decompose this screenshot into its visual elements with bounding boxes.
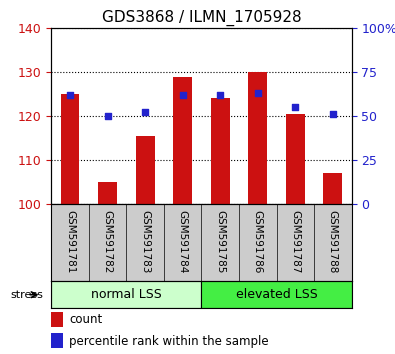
Bar: [173, 76, 192, 204]
Title: GDS3868 / ILMN_1705928: GDS3868 / ILMN_1705928: [102, 9, 301, 25]
Bar: [201, 281, 352, 308]
Bar: [136, 136, 154, 204]
Text: normal LSS: normal LSS: [91, 288, 162, 301]
Point: [104, 113, 111, 119]
Bar: [324, 173, 342, 204]
Bar: [51, 312, 63, 327]
Bar: [248, 72, 267, 204]
Bar: [98, 182, 117, 204]
Text: percentile rank within the sample: percentile rank within the sample: [70, 335, 269, 348]
Text: GSM591785: GSM591785: [215, 210, 225, 273]
Text: elevated LSS: elevated LSS: [236, 288, 317, 301]
Point: [255, 90, 261, 96]
Bar: [211, 98, 229, 204]
Point: [67, 92, 73, 98]
Text: GSM591781: GSM591781: [65, 210, 75, 273]
Bar: [51, 281, 201, 308]
Bar: [51, 333, 63, 348]
Text: GSM591786: GSM591786: [253, 210, 263, 273]
Point: [292, 104, 299, 110]
Text: stress: stress: [11, 290, 43, 300]
Text: GSM591784: GSM591784: [178, 210, 188, 273]
Bar: [286, 114, 305, 204]
Text: GSM591787: GSM591787: [290, 210, 300, 273]
Text: GSM591783: GSM591783: [140, 210, 150, 273]
Text: count: count: [70, 313, 103, 326]
Bar: [61, 94, 79, 204]
Point: [217, 92, 224, 98]
Point: [179, 92, 186, 98]
Text: GSM591788: GSM591788: [328, 210, 338, 273]
Point: [329, 112, 336, 117]
Text: GSM591782: GSM591782: [103, 210, 113, 273]
Point: [142, 110, 149, 115]
